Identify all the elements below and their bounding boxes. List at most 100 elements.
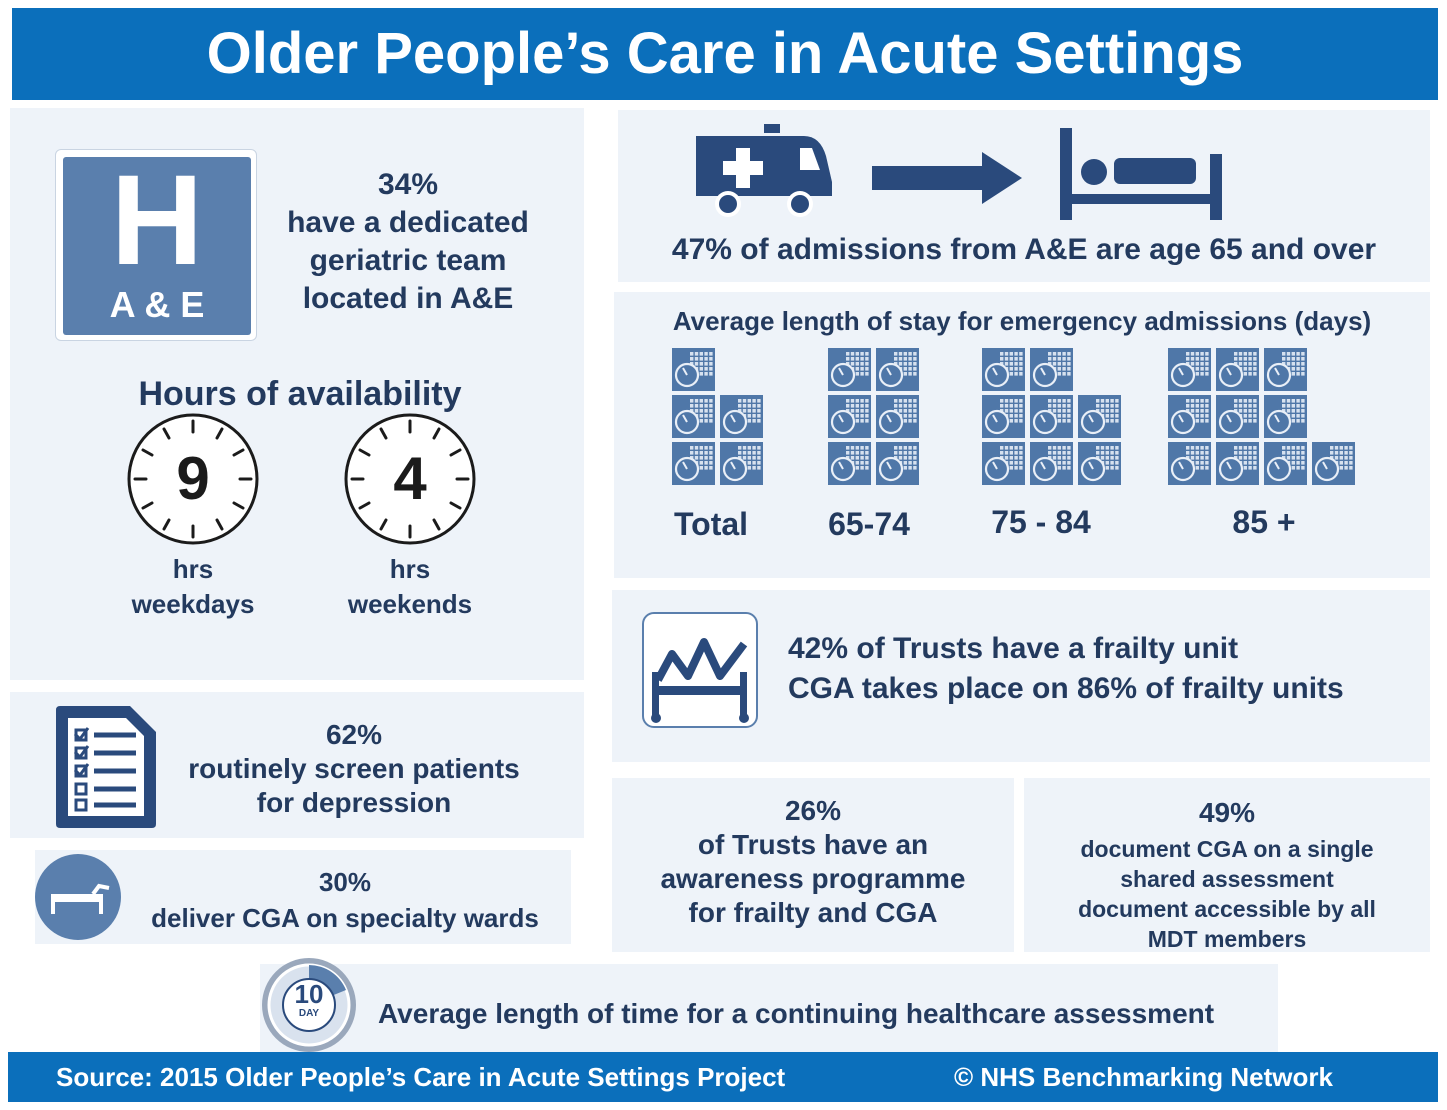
shared-document-panel: 49% document CGA on a single shared asse…	[1024, 778, 1430, 952]
bed-icon	[1060, 128, 1222, 220]
document-line: shared assessment	[1120, 866, 1334, 892]
stay-day-icon	[1216, 442, 1259, 490]
stay-label: 65-74	[828, 506, 910, 542]
clock-weekends: 4	[343, 412, 477, 546]
clock-icon	[127, 413, 259, 545]
calendar-clock-icon	[828, 442, 871, 485]
calendar-clock-icon	[828, 348, 871, 391]
stay-day-icon	[1078, 395, 1121, 443]
calendar-clock-icon	[672, 442, 715, 485]
stay-day-icon	[1216, 395, 1259, 443]
stay-day-icon	[876, 442, 919, 490]
ae-stat: 34% have a dedicated geriatric team loca…	[258, 166, 558, 318]
frailty-bed-icon	[642, 612, 758, 728]
calendar-clock-icon	[1264, 442, 1307, 485]
chc-panel: 10 DAY Average length of time for a cont…	[260, 958, 1278, 1052]
ae-text-line: located in A&E	[302, 282, 514, 315]
stay-day-icon	[1030, 442, 1073, 490]
calendar-clock-icon	[672, 348, 715, 391]
calendar-clock-icon	[876, 395, 919, 438]
hospital-bed-badge-icon	[35, 854, 121, 940]
stay-day-icon	[1312, 442, 1355, 490]
admissions-panel: 47% of admissions from A&E are age 65 an…	[618, 110, 1430, 282]
calendar-clock-icon	[876, 348, 919, 391]
document-lines: document CGA on a single shared assessme…	[1024, 834, 1430, 954]
depression-line1: routinely screen patients	[188, 753, 520, 784]
calendar-clock-icon	[1312, 442, 1355, 485]
depression-line2: for depression	[256, 787, 452, 818]
depression-pct: 62%	[325, 719, 383, 750]
ae-pct: 34%	[377, 168, 439, 201]
calendar-clock-icon	[1078, 442, 1121, 485]
calendar-clock-icon	[982, 348, 1025, 391]
stay-day-icon	[1168, 348, 1211, 396]
document-line: document CGA on a single	[1080, 836, 1374, 862]
calendar-clock-icon	[1168, 395, 1211, 438]
ambulance-icon	[696, 124, 832, 217]
stay-day-icon	[1264, 442, 1307, 490]
depression-panel: 62% routinely screen patients for depres…	[10, 692, 584, 838]
stay-day-icon	[720, 442, 763, 490]
calendar-clock-icon	[1030, 442, 1073, 485]
weekday-hours-value: 9	[176, 445, 210, 512]
frailty-line1: 42% of Trusts have a frailty unit	[788, 632, 1239, 665]
checklist-icon	[56, 706, 156, 828]
hospital-ae-icon: H A & E	[55, 149, 257, 341]
stay-day-icon	[876, 348, 919, 396]
document-pct: 49%	[1198, 797, 1256, 828]
stay-day-icon	[828, 442, 871, 490]
stay-day-icon	[672, 348, 715, 396]
ae-label: A & E	[109, 284, 205, 325]
frailty-line2: CGA takes place on 86% of frailty units	[788, 672, 1344, 705]
weekend-label: hrs weekends	[315, 552, 505, 622]
page-title: Older People’s Care in Acute Settings	[206, 21, 1244, 86]
stay-day-icon	[1216, 348, 1259, 396]
stay-day-icon	[982, 395, 1025, 443]
stay-day-icon	[982, 442, 1025, 490]
ae-text-line: geriatric team	[309, 244, 507, 277]
awareness-line: of Trusts have an	[697, 829, 929, 860]
calendar-clock-icon	[876, 442, 919, 485]
weekend-hours-value: 4	[393, 445, 427, 512]
calendar-clock-icon	[1168, 442, 1211, 485]
awareness-line: awareness programme	[660, 863, 966, 894]
stay-day-icon	[982, 348, 1025, 396]
calendar-clock-icon	[1264, 395, 1307, 438]
document-line: MDT members	[1147, 926, 1307, 952]
stay-group-total	[672, 348, 768, 488]
length-of-stay-panel: Average length of stay for emergency adm…	[614, 292, 1430, 578]
stopwatch-icon: 10 DAY	[260, 956, 358, 1054]
clock-icon	[344, 413, 476, 545]
stay-group-85-plus	[1168, 348, 1360, 488]
stay-group-65-74	[828, 348, 924, 488]
arrow-right-icon	[872, 152, 1022, 204]
calendar-clock-icon	[672, 395, 715, 438]
calendar-clock-icon	[1216, 395, 1259, 438]
chc-text: Average length of time for a continuing …	[378, 998, 1215, 1029]
stay-day-icon	[876, 395, 919, 443]
calendar-clock-icon	[720, 395, 763, 438]
calendar-clock-icon	[1078, 395, 1121, 438]
weekday-unit: hrs	[172, 554, 214, 584]
calendar-clock-icon	[1168, 348, 1211, 391]
calendar-clock-icon	[1264, 348, 1307, 391]
calendar-clock-icon	[1030, 395, 1073, 438]
cga-wards-panel: 30% deliver CGA on specialty wards	[35, 850, 571, 944]
frailty-panel: 42% of Trusts have a frailty unit CGA ta…	[612, 590, 1430, 762]
stay-day-icon	[1030, 395, 1073, 443]
weekday-label: hrs weekdays	[98, 552, 288, 622]
cga-wards-stat: 30% deliver CGA on specialty wards	[119, 864, 571, 936]
footer-bar: Source: 2015 Older People’s Care in Acut…	[8, 1052, 1438, 1102]
hospital-letter: H	[110, 149, 204, 292]
stopwatch-value: 10	[294, 979, 324, 1009]
stay-day-icon	[828, 348, 871, 396]
stay-day-icon	[1168, 442, 1211, 490]
admissions-text: 47% of admissions from A&E are age 65 an…	[671, 233, 1377, 266]
weekend-text: weekends	[347, 589, 473, 619]
stay-day-icon	[1168, 395, 1211, 443]
stay-day-icon	[672, 442, 715, 490]
stay-day-icon	[720, 395, 763, 443]
source-text: Source: 2015 Older People’s Care in Acut…	[56, 1062, 786, 1092]
ae-panel: H A & E 34% have a dedicated geriatric t…	[10, 108, 584, 680]
awareness-panel: 26% of Trusts have an awareness programm…	[612, 778, 1014, 952]
